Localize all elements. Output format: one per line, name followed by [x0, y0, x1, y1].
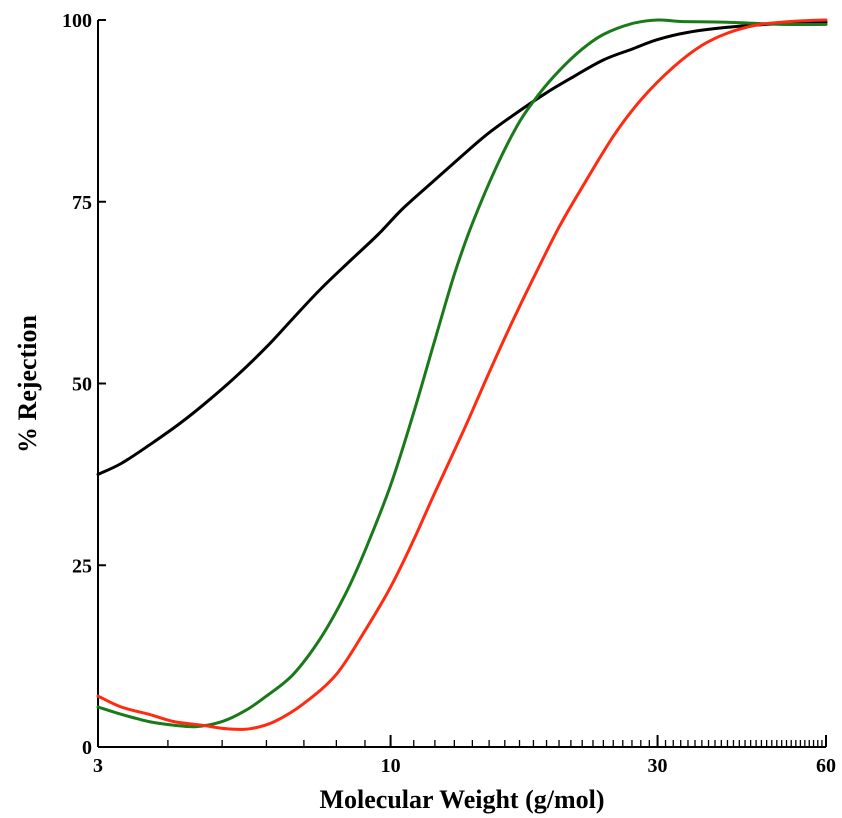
y-axis-title: % Rejection — [13, 315, 42, 453]
x-tick-label: 60 — [816, 755, 836, 777]
y-tick-label: 75 — [72, 192, 92, 214]
y-tick-label: 25 — [72, 555, 92, 577]
y-tick-label: 100 — [62, 10, 92, 32]
series-line-2 — [96, 18, 828, 729]
x-tick-label: 10 — [381, 755, 401, 777]
series-line-1 — [96, 20, 828, 476]
series-line-3 — [96, 18, 828, 731]
y-tick-label: 0 — [82, 737, 92, 759]
ticks-layer: 0 25 50 75 100 3 10 30 60 — [62, 10, 836, 777]
series-layer — [96, 18, 828, 731]
axes — [97, 20, 826, 748]
x-tick-label: 3 — [93, 755, 103, 777]
y-tick-label: 50 — [72, 374, 92, 396]
x-axis-title: Molecular Weight (g/mol) — [320, 785, 605, 814]
x-tick-label: 30 — [648, 755, 668, 777]
